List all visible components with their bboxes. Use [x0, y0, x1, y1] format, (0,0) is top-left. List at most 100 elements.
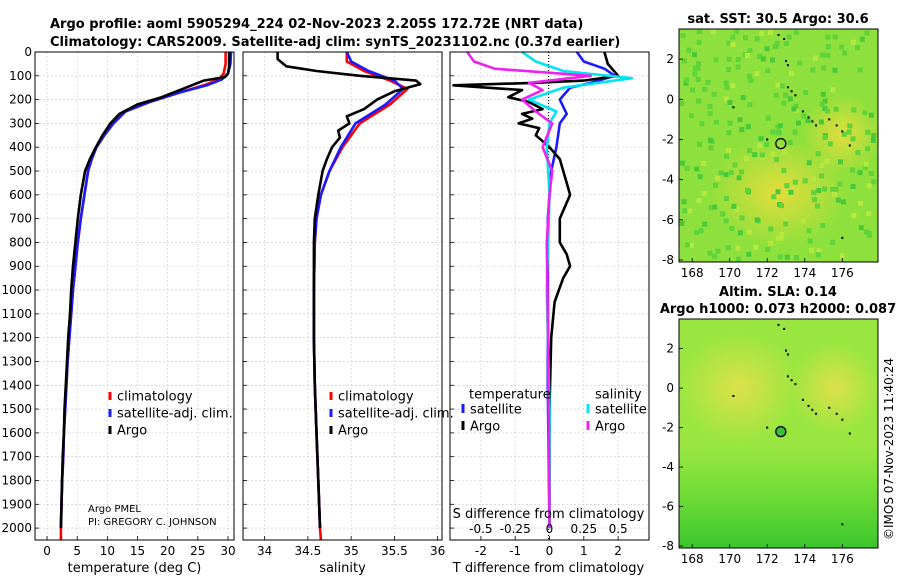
- sst-pixel: [801, 113, 807, 119]
- map-y-tick-label: -6: [662, 213, 674, 227]
- sst-pixel: [713, 119, 719, 125]
- sst-pixel: [687, 208, 693, 214]
- sst-pixel: [760, 56, 766, 62]
- sst-pixel: [683, 80, 689, 86]
- sst-pixel: [815, 252, 821, 258]
- sla-map-title-line1: Altim. SLA: 0.14: [719, 285, 837, 300]
- map-x-tick-label: 174: [793, 552, 816, 566]
- sst-pixel: [692, 65, 698, 71]
- island-dot: [786, 86, 789, 89]
- sst-map-field: [679, 29, 883, 262]
- sst-pixel: [830, 239, 836, 245]
- salinity-series: [276, 51, 422, 541]
- sst-pixel: [759, 30, 765, 36]
- sst-pixel: [865, 146, 871, 152]
- diff-legend-salinity-heading: salinity: [595, 388, 642, 403]
- sst-pixel: [792, 179, 798, 185]
- sst-pixel: [779, 203, 784, 209]
- imos-timestamp-watermark: ©IMOS 07-Nov-2023 11:40:24: [882, 358, 896, 540]
- s-difference-xlabel: S difference from climatology: [453, 507, 645, 522]
- sst-pixel: [702, 86, 708, 92]
- difference-series: [452, 50, 634, 529]
- map-y-tick-label: -4: [662, 173, 674, 187]
- sst-pixel: [707, 104, 713, 109]
- sst-pixel: [757, 53, 763, 59]
- sst-pixel: [740, 95, 746, 101]
- sst-pixel: [730, 42, 736, 48]
- island-dot: [732, 106, 735, 109]
- sst-pixel: [796, 120, 801, 126]
- temperature-xlabel: temperature (deg C): [68, 561, 202, 576]
- sst-pixel: [723, 172, 729, 178]
- x-tick-label: 34.5: [295, 544, 322, 558]
- sst-pixel: [764, 142, 769, 147]
- sst-pixel: [688, 243, 694, 249]
- map-y-tick-label: -4: [662, 460, 674, 474]
- salinity-panel: 34 34.5 35 35.5 36 salinity climatology sate…: [242, 51, 454, 576]
- island-dot: [786, 64, 789, 67]
- sst-pixel: [858, 200, 863, 206]
- sst-pixel: [850, 184, 856, 189]
- island-dot: [841, 236, 844, 239]
- sst-pixel: [849, 167, 855, 173]
- sst-pixel: [689, 113, 694, 119]
- sla-map-frame: [678, 318, 879, 549]
- sst-pixel: [777, 254, 783, 260]
- sst-pixel: [813, 55, 818, 61]
- sst-pixel: [783, 218, 789, 224]
- sst-pixel: [746, 147, 752, 153]
- sst-pixel: [863, 161, 869, 167]
- sst-pixel: [730, 83, 736, 88]
- sst-pixel: [694, 166, 700, 172]
- island-dot: [841, 418, 844, 421]
- sst-pixel: [871, 133, 877, 138]
- island-dot: [766, 426, 769, 429]
- sst-pixel: [815, 151, 821, 157]
- sst-pixel: [765, 115, 771, 121]
- map-y-tick-label: -2: [662, 421, 674, 435]
- island-dot: [811, 120, 814, 123]
- sst-pixel: [726, 130, 732, 136]
- sst-pixel: [735, 64, 741, 70]
- sal-legend-argo-label: Argo: [338, 424, 368, 439]
- sst-pixel: [695, 77, 701, 82]
- sst-pixel: [746, 73, 752, 79]
- sst-pixel: [855, 45, 861, 51]
- temperature-panel: 0100200300400500600700800900100011001200…: [1, 45, 235, 576]
- map-y-tick-label: 2: [666, 52, 674, 66]
- s-tick-label: 0: [546, 522, 554, 536]
- sst-pixel: [724, 85, 730, 91]
- island-dot: [848, 432, 851, 435]
- sst-pixel: [797, 60, 803, 66]
- y-tick-label: 1600: [1, 426, 32, 440]
- sst-pixel: [726, 66, 732, 72]
- y-tick-label: 100: [9, 69, 32, 83]
- sst-pixel: [805, 118, 811, 124]
- island-dot: [815, 412, 817, 415]
- sst-pixel: [793, 103, 799, 109]
- sst-pixel: [730, 34, 736, 40]
- difference-ticks: -2 -1 0 1 2 -0.5 -0.25 0 0.25 0.5: [450, 51, 628, 558]
- sst-pixel: [726, 148, 732, 153]
- sst-pixel: [744, 155, 750, 161]
- sst-pixel: [786, 34, 792, 40]
- sst-pixel: [708, 145, 714, 151]
- sst-pixel: [832, 34, 838, 40]
- y-tick-label: 1200: [1, 331, 32, 345]
- sst-pixel: [837, 181, 843, 187]
- x-tick-label: 35: [344, 544, 359, 558]
- map-y-tick-label: -8: [662, 253, 674, 267]
- sst-pixel: [838, 116, 844, 122]
- x-tick-label: 5: [73, 544, 81, 558]
- map-y-tick-label: -8: [662, 539, 674, 553]
- sst-pixel: [754, 70, 760, 76]
- y-tick-label: 1000: [1, 283, 32, 297]
- sst-pixel: [736, 175, 742, 181]
- sst-map-panel: sat. SST: 30.5 Argo: 30.6 168 170 172 174 17…: [662, 12, 883, 280]
- sst-pixel: [791, 106, 797, 112]
- diff-legend-t-satellite-label: satellite: [470, 403, 522, 418]
- sst-pixel: [830, 87, 836, 93]
- x-tick-label: 36: [430, 544, 445, 558]
- sst-pixel: [778, 235, 784, 241]
- sst-pixel: [752, 152, 758, 158]
